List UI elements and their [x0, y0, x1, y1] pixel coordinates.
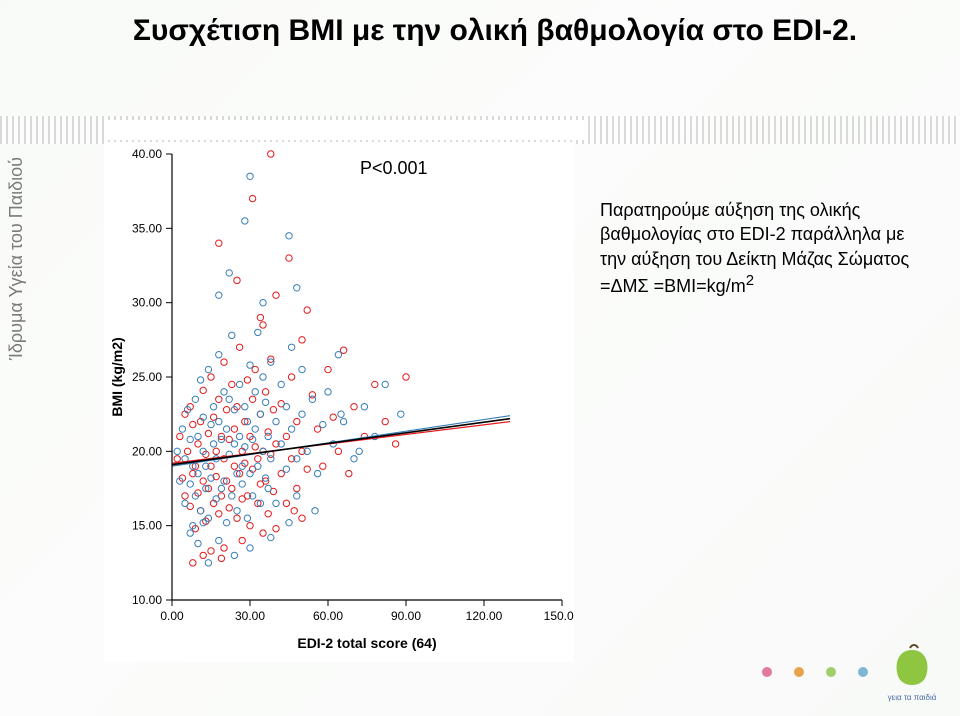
svg-text:30.00: 30.00 [235, 609, 265, 623]
svg-text:120.00: 120.00 [466, 609, 503, 623]
svg-text:40.00: 40.00 [132, 147, 162, 161]
interpretation-sup: 2 [746, 272, 754, 289]
svg-text:10.00: 10.00 [132, 593, 162, 607]
svg-text:BMI (kg/m2): BMI (kg/m2) [109, 337, 125, 416]
logo: γεια τα παιδιά [880, 642, 944, 706]
p-value-annotation: P<0.001 [360, 158, 428, 179]
svg-text:EDI-2 total score (64): EDI-2 total score (64) [297, 635, 436, 651]
chart-svg: 10.00 15.00 20.00 25.00 30.00 35.00 40.00 0.00 3… [104, 142, 574, 662]
svg-text:25.00: 25.00 [132, 370, 162, 384]
svg-text:15.00: 15.00 [132, 519, 162, 533]
svg-text:150.00: 150.00 [544, 609, 574, 623]
svg-text:60.00: 60.00 [313, 609, 343, 623]
page-title: Συσχέτιση BMI με την ολική βαθμολογία στ… [90, 14, 900, 48]
decorative-dots [740, 664, 868, 682]
interpretation-body: Παρατηρούμε αύξηση της ολικής βαθμολογία… [600, 200, 909, 296]
svg-text:90.00: 90.00 [391, 609, 421, 623]
foundation-label: Ίδρυμα Υγεία του Παιδιού [6, 157, 27, 360]
svg-text:35.00: 35.00 [132, 221, 162, 235]
leaf-icon [897, 650, 928, 685]
header-white-strip [104, 120, 584, 140]
svg-text:0.00: 0.00 [160, 609, 184, 623]
svg-text:20.00: 20.00 [132, 444, 162, 458]
scatter-chart: 10.00 15.00 20.00 25.00 30.00 35.00 40.00 0.00 3… [104, 142, 574, 662]
stem-icon [910, 645, 918, 648]
svg-text:30.00: 30.00 [132, 296, 162, 310]
interpretation-text: Παρατηρούμε αύξηση της ολικής βαθμολογία… [600, 198, 930, 298]
logo-text: γεια τα παιδιά [888, 693, 937, 702]
